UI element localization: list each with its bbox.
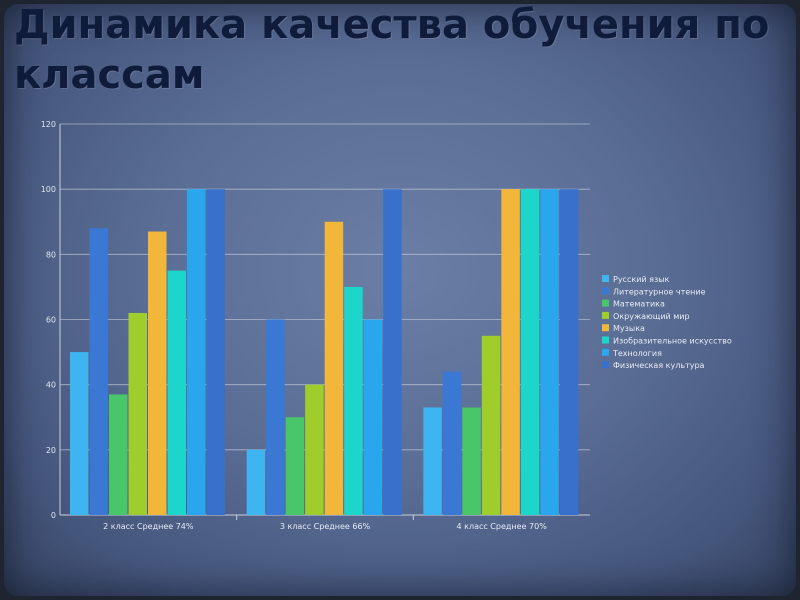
legend-label: Изобразительное искусство [613, 337, 732, 346]
legend-label: Окружающий мир [613, 312, 690, 321]
bar [109, 394, 128, 515]
legend-swatch [602, 324, 609, 332]
bar [540, 189, 559, 515]
bar [462, 407, 481, 515]
y-tick-label: 120 [41, 120, 56, 129]
category-label: 4 класс Среднее 70% [456, 522, 547, 531]
legend-swatch [602, 299, 609, 307]
slide-title: Динамика качества обучения по классам [14, 2, 770, 98]
legend-label: Музыка [613, 324, 645, 333]
bar [89, 228, 108, 515]
legend-swatch [602, 336, 609, 344]
bar [481, 335, 501, 515]
bar [148, 231, 167, 515]
bar [128, 312, 147, 515]
bar [383, 189, 402, 515]
bar [206, 189, 225, 515]
bar [324, 221, 344, 515]
bar [305, 384, 324, 515]
bar [501, 189, 520, 515]
bar [559, 189, 579, 515]
category-label: 3 класс Среднее 66% [280, 522, 371, 531]
legend-label: Литературное чтение [613, 287, 706, 296]
bar [70, 352, 89, 515]
legend-label: Русский язык [613, 275, 670, 284]
y-tick-label: 100 [41, 185, 56, 194]
legend-label: Технология [612, 349, 662, 358]
bar [363, 319, 383, 515]
bar [266, 319, 285, 515]
bar [285, 417, 305, 515]
legend-label: Физическая культура [613, 361, 705, 370]
bar [246, 449, 266, 515]
legend-swatch [602, 311, 609, 319]
y-tick-label: 40 [46, 381, 56, 390]
category-label: 2 класс Среднее 74% [103, 522, 194, 531]
legend-label: Математика [613, 300, 665, 309]
y-tick-label: 20 [46, 446, 56, 455]
legend-swatch [602, 275, 609, 282]
legend-swatch [602, 348, 609, 356]
bar [442, 371, 462, 515]
bar [520, 189, 540, 515]
bar [187, 189, 206, 515]
legend-swatch [602, 361, 609, 369]
y-tick-label: 0 [51, 511, 56, 520]
bar [167, 270, 186, 515]
bar [423, 407, 442, 515]
bar [344, 286, 363, 515]
y-tick-label: 80 [46, 250, 56, 259]
legend-swatch [602, 287, 609, 295]
y-tick-label: 60 [46, 316, 56, 325]
